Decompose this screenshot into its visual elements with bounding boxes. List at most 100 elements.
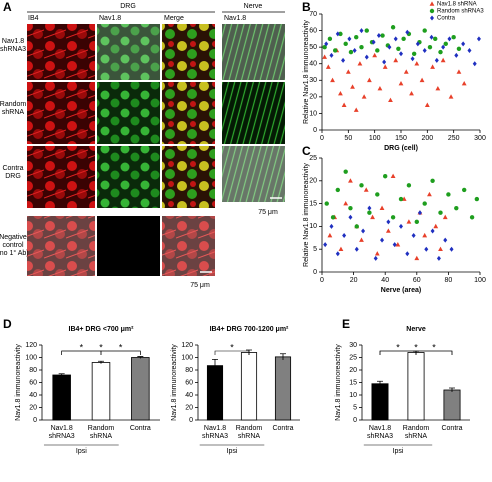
significance-label: * [396,342,400,352]
point [417,210,422,216]
point [395,242,401,247]
x-tick-label: 40 [381,277,389,284]
y-tick-label: 10 [309,110,317,117]
x-tick-label: 300 [474,135,486,142]
x-tick-label: 60 [413,277,421,284]
group-label: Ipsi [393,448,404,455]
y-tick-label: 0 [33,417,37,424]
bar [240,352,258,421]
image [162,24,215,80]
point [451,35,456,40]
panel-label: E [342,317,350,331]
point [359,237,364,242]
row-label: Contra DRG [2,165,23,180]
point [422,201,427,206]
y-tick-label: 40 [185,392,193,399]
point [359,44,364,50]
point [390,215,396,220]
y-tick-label: 15 [349,379,357,386]
image [27,216,95,276]
point [392,242,397,248]
x-tick-label: 200 [421,135,433,142]
point [375,192,380,197]
scale-label: 75 μm [258,209,278,216]
bar [407,352,425,421]
point [399,223,403,229]
point [467,47,472,53]
point [393,36,398,42]
y-tick-label: 15 [309,200,317,207]
error-bar [377,380,383,387]
point [398,81,404,86]
x-tick-label: Nav1.8 shRNA3 [202,425,228,440]
x-tick-label: 20 [350,277,358,284]
point [327,232,333,238]
point [338,31,343,37]
scale-label: 75 μm [190,282,210,289]
image [97,82,160,144]
point [364,54,369,60]
image [222,82,285,144]
column-header: Merge [164,15,184,22]
point [449,246,454,252]
point [373,255,378,261]
y-axis-label: Relative Nav1.8 immunoreactivity [303,163,310,267]
point [454,52,459,58]
point [398,196,404,202]
point [401,36,406,42]
x-tick-label: Nav1.8 shRNA3 [49,425,75,440]
point [363,187,369,192]
point [364,28,369,33]
y-tick-label: 80 [185,367,193,374]
image [162,82,215,144]
point [427,191,432,197]
error-bar [137,356,144,359]
nerve-header: Nerve [244,3,263,10]
chart-title: IB4+ DRG 700-1200 μm² [210,326,289,333]
point [348,205,353,211]
point [434,57,439,63]
point [411,233,416,239]
y-tick-label: 5 [313,246,317,253]
point [390,173,396,179]
point [335,251,340,257]
point [422,47,427,53]
point [424,246,429,252]
point [325,64,331,69]
y-tick-label: 25 [349,354,357,361]
point [382,64,388,69]
y-tick-label: 20 [29,404,37,411]
point [323,242,328,248]
row-label: Negative control (no 1° Ab) [0,234,29,257]
y-tick-label: 0 [313,127,317,134]
y-tick-label: 60 [309,27,317,34]
point [342,233,347,239]
significance-bracket [61,350,141,355]
y-tick-label: 100 [25,354,37,361]
y-axis-label: Relative Nav1.8 immunoreactivity [303,20,310,124]
point [341,57,346,63]
y-tick-label: 30 [349,342,357,349]
point [424,102,430,107]
point [422,232,428,238]
point [380,33,385,38]
bar [91,362,111,421]
y-tick-label: 20 [185,404,193,411]
point [348,214,353,220]
x-tick-label: 0 [320,135,324,142]
point [442,214,448,220]
point [322,54,328,59]
image [162,216,215,276]
point [406,219,412,224]
y-tick-label: 100 [181,354,193,361]
y-tick-label: 20 [309,94,317,101]
bar [206,365,224,421]
legend-label: Random shRNA3 [437,9,484,15]
x-tick-label: Contra [272,425,293,432]
point [469,215,475,220]
point [380,237,385,243]
point [352,47,357,53]
point [332,48,338,53]
panel-label: D [3,317,12,331]
point [372,52,378,58]
